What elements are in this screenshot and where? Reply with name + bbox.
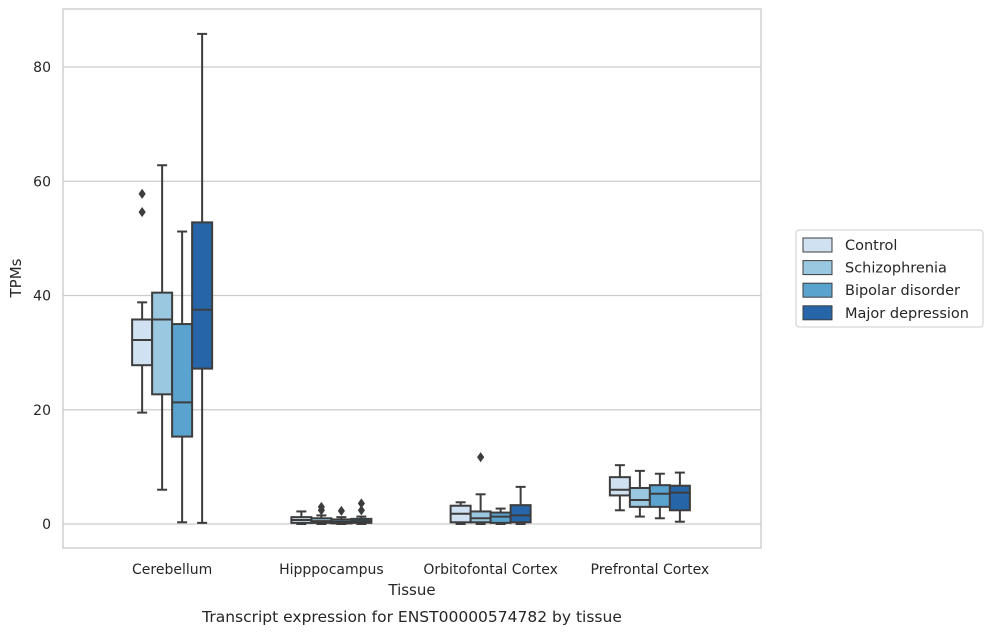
legend-swatch (802, 305, 833, 321)
box-iqr (628, 487, 651, 508)
y-tick-label: 20 (33, 403, 51, 419)
box-2-0 (449, 501, 472, 525)
legend-label: Control (845, 238, 897, 254)
box-iqr (489, 511, 512, 524)
box-3-0 (608, 464, 631, 512)
plot-frame (62, 8, 762, 549)
box-iqr (191, 221, 214, 370)
box-iqr (648, 484, 671, 508)
box-1-0 (290, 510, 313, 525)
y-tick-label: 80 (33, 60, 51, 76)
box-iqr (668, 484, 691, 512)
x-tick-label: Cerebellum (132, 562, 212, 578)
box-1-3 (350, 498, 373, 525)
y-tick-label: 40 (33, 289, 51, 305)
outlier-point (357, 498, 365, 509)
x-tick-labels: Cerebellum Hipppocampus Orbitofontal Corte… (132, 562, 709, 578)
x-tick-label: Hipppocampus (279, 562, 384, 578)
outlier-point (317, 501, 325, 512)
box-iqr (171, 323, 194, 438)
y-tick-labels: 0 20 40 60 80 (33, 60, 51, 533)
legend-swatch (802, 237, 833, 253)
box-iqr (469, 510, 492, 524)
outlier-point (337, 505, 345, 516)
legend-label: Major depression (845, 306, 969, 322)
box-3-1 (628, 469, 651, 518)
legend-label: Schizophrenia (845, 261, 947, 277)
outlier-point (477, 452, 485, 463)
legend-swatch (802, 260, 833, 276)
legend-label: Bipolar disorder (845, 283, 960, 299)
y-tick-label: 0 (42, 517, 51, 533)
box-1-1 (310, 501, 333, 525)
outlier-point (138, 188, 146, 199)
box-iqr (151, 291, 174, 396)
box-2-1 (469, 452, 492, 525)
box-3-3 (668, 471, 691, 523)
legend-swatch (802, 282, 833, 298)
box-0-3 (191, 32, 214, 524)
box-iqr (509, 504, 532, 524)
box-1-2 (330, 505, 353, 525)
legend: Control Schizophrenia Bipolar disorder Majo… (795, 229, 984, 328)
box-iqr (608, 476, 631, 497)
x-tick-label: Prefrontal Cortex (591, 562, 710, 578)
legend-frame (795, 229, 984, 328)
x-tick-label: Orbitofontal Cortex (423, 562, 558, 578)
box-0-0 (131, 188, 154, 414)
outlier-point (138, 207, 146, 218)
x-axis-label: Tissue (387, 581, 435, 599)
box-2-3 (509, 485, 532, 525)
box-iqr (131, 318, 154, 367)
box-0-1 (151, 164, 174, 491)
boxes (131, 32, 691, 525)
y-tick-label: 60 (33, 174, 51, 190)
box-3-2 (648, 472, 671, 520)
outlier-point (357, 505, 365, 516)
chart-caption: Transcript expression for ENST0000057478… (201, 608, 622, 626)
box-0-2 (171, 230, 194, 524)
box-2-2 (489, 507, 512, 525)
y-axis-label: TPMs (7, 258, 25, 298)
